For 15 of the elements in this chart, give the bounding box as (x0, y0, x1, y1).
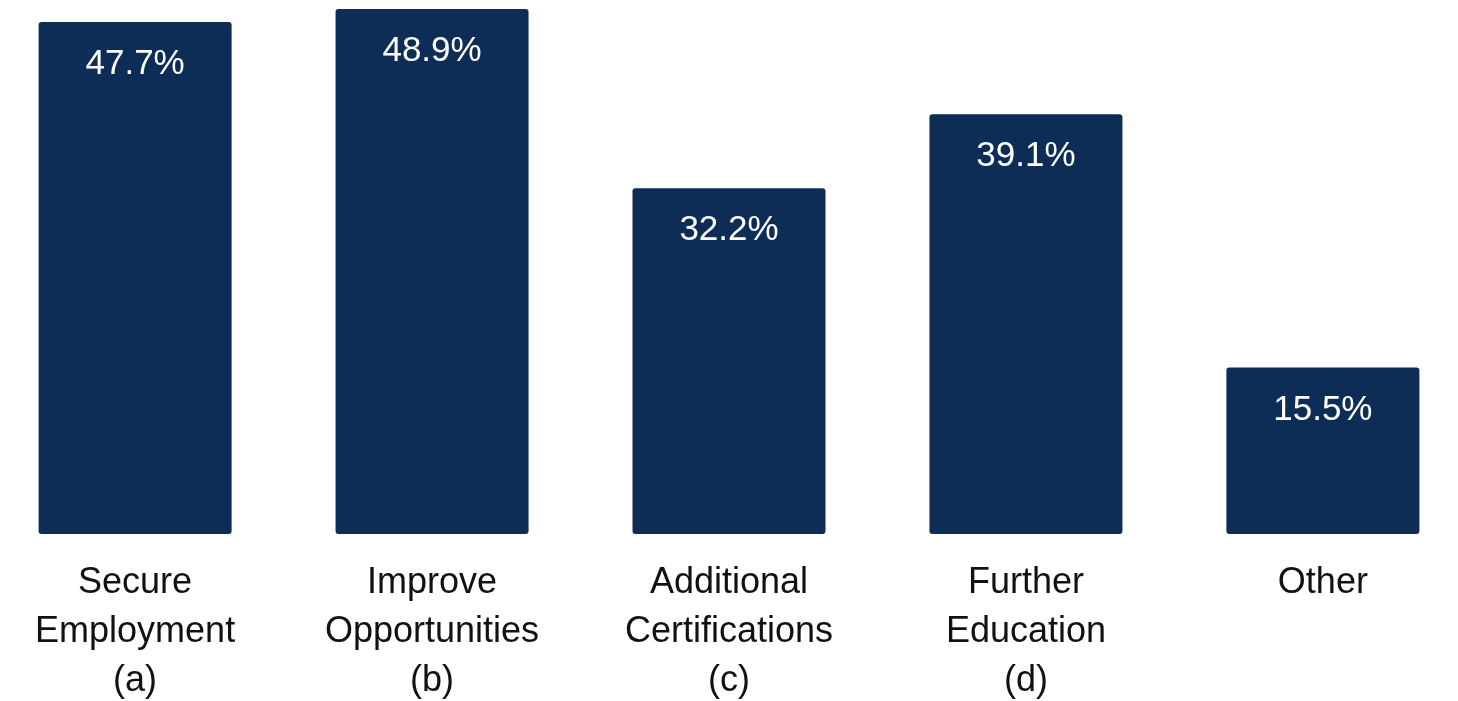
bar (335, 9, 529, 534)
x-tick-label: Other (1277, 560, 1368, 601)
bar (38, 21, 232, 534)
data-label: 48.9% (382, 29, 482, 68)
data-label: 47.7% (85, 41, 185, 81)
bar (1226, 367, 1420, 534)
data-label: 15.5% (1273, 387, 1373, 427)
data-label: 39.1% (976, 134, 1076, 174)
x-tick-label: Secure Employment (a) (35, 560, 236, 699)
x-tick-label: Further Education (d) (945, 560, 1107, 699)
x-tick-label: Additional Certifications (c) (624, 560, 834, 699)
bar (929, 114, 1123, 534)
data-label: 32.2% (679, 208, 779, 248)
bar (632, 188, 826, 534)
x-tick-label: Improve Opportunities (b) (324, 560, 540, 699)
